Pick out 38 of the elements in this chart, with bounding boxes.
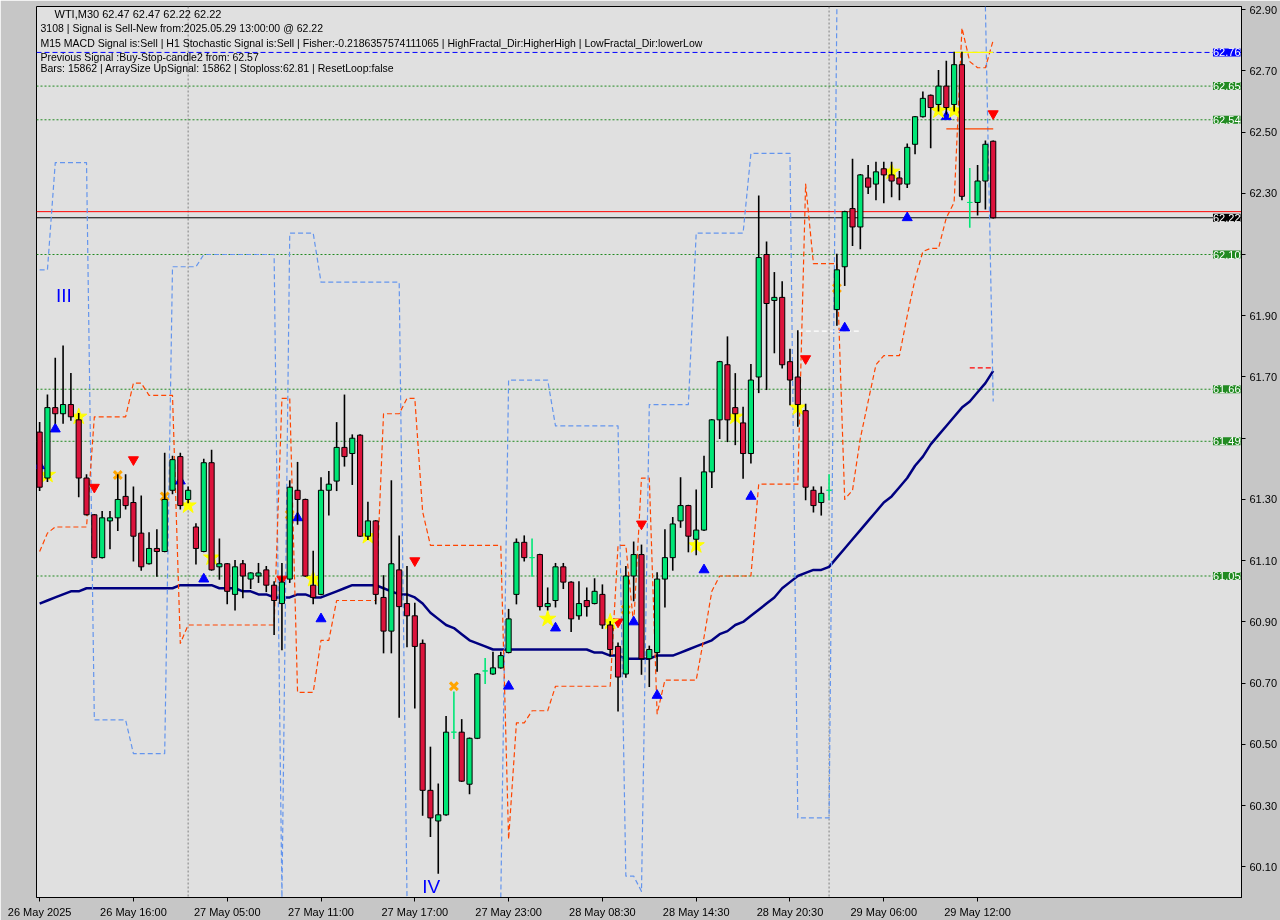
y-tick-label: 60.10 (1249, 860, 1278, 873)
x-tick-label: 29 May 06:00 (850, 905, 918, 918)
ref-line-label: 61.49 (1212, 435, 1241, 448)
ref-line-label: 62.65 (1212, 80, 1241, 93)
y-tick-label: 62.70 (1249, 64, 1278, 77)
annotation: IV (422, 876, 441, 898)
y-tick-label: 61.90 (1249, 309, 1278, 322)
x-tick-label: 26 May 16:00 (100, 905, 167, 918)
x-tick-label: 29 May 12:00 (944, 905, 1011, 918)
ref-line-label: 61.66 (1212, 383, 1241, 396)
y-tick-label: 62.50 (1249, 126, 1278, 139)
ref-line-label: 62.76 (1212, 46, 1241, 59)
annotation: III (56, 284, 72, 306)
annotation: M15 MACD Signal is:Sell | H1 Stochastic Signal is:Sell | Fisher:-0.2186357574111065 | HighFractal_Dir:HigherHigh | LowFractal_Dir:lowerLow (40, 36, 703, 49)
annotation: 3108 | Signal is Sell-New from:2025.05.29 13:00:00 @ 62.22 (40, 21, 324, 34)
y-tick-label: 60.70 (1249, 677, 1278, 690)
y-tick-label: 60.90 (1249, 615, 1278, 628)
x-tick-label: 27 May 23:00 (475, 905, 542, 918)
x-tick-label: 28 May 08:30 (569, 905, 636, 918)
ref-line-label: 62.22 (1212, 211, 1241, 224)
x-tick-label: 27 May 17:00 (381, 905, 449, 918)
y-tick-label: 62.90 (1249, 3, 1278, 16)
annotation: Previous Signal :Buy-Stop-candle2 from: 62.57 (40, 50, 259, 63)
y-tick-label: 62.30 (1249, 187, 1278, 200)
ref-line-label: 61.05 (1212, 570, 1241, 583)
x-tick-label: 28 May 20:30 (756, 905, 824, 918)
ref-line-label: 62.10 (1212, 248, 1241, 261)
y-tick-label: 61.30 (1249, 493, 1278, 506)
x-tick-label: 27 May 05:00 (193, 905, 261, 918)
y-tick-label: 61.10 (1249, 554, 1278, 567)
x-tick-label: 27 May 11:00 (288, 905, 354, 918)
y-tick-label: 60.50 (1249, 738, 1278, 751)
y-tick-label: 61.70 (1249, 370, 1278, 383)
y-tick-label: 60.30 (1249, 799, 1278, 812)
x-tick-label: 26 May 2025 (7, 905, 72, 918)
ref-line-label: 62.54 (1212, 113, 1241, 126)
chart-title: WTI,M30 62.47 62.47 62.22 62.22 (54, 7, 222, 20)
x-tick-label: 28 May 14:30 (662, 905, 730, 918)
